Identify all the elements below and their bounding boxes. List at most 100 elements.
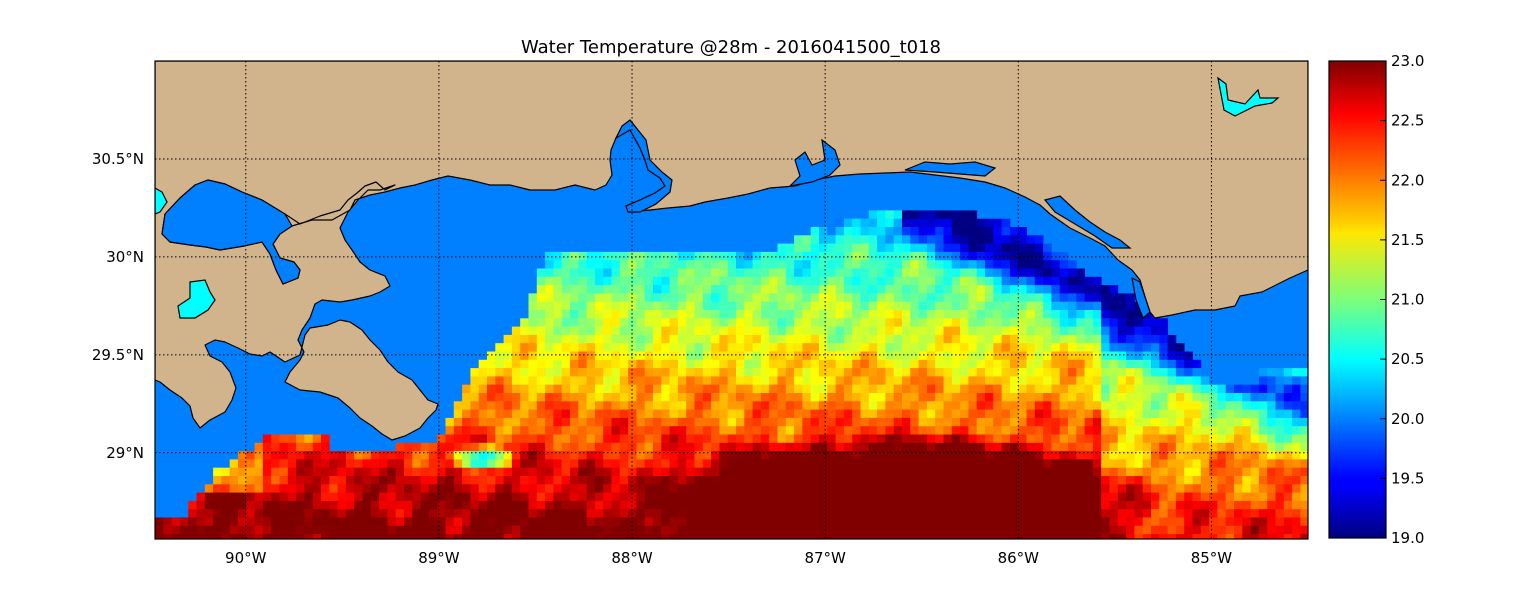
temperature-cell [470, 534, 480, 539]
temperature-cell [794, 509, 803, 518]
temperature-cell [1009, 343, 1019, 352]
temperature-cell [412, 525, 421, 535]
temperature-cell [603, 484, 612, 493]
temperature-cell [711, 393, 720, 402]
temperature-cell [902, 326, 911, 336]
temperature-cell [511, 401, 521, 410]
temperature-cell [910, 351, 919, 361]
temperature-cell [993, 401, 1002, 410]
temperature-cell [736, 459, 745, 469]
temperature-cell [852, 401, 861, 410]
temperature-cell [578, 368, 587, 377]
temperature-cell [545, 293, 554, 303]
temperature-cell [1200, 368, 1210, 377]
temperature-cell [1043, 243, 1052, 253]
temperature-cell [819, 276, 828, 286]
temperature-cell [536, 393, 546, 402]
temperature-cell [910, 393, 919, 402]
temperature-cell [843, 467, 853, 477]
temperature-cell [893, 343, 903, 352]
temperature-cell [943, 268, 953, 278]
temperature-cell [487, 434, 496, 444]
temperature-cell [586, 260, 596, 269]
temperature-cell [1092, 310, 1102, 319]
temperature-cell [686, 310, 695, 319]
temperature-cell [1225, 442, 1235, 452]
temperature-cell [744, 310, 753, 319]
temperature-cell [960, 310, 969, 319]
temperature-cell [993, 426, 1002, 435]
temperature-cell [777, 359, 787, 369]
temperature-cell [594, 251, 604, 261]
temperature-cell [345, 525, 355, 535]
temperature-cell [1059, 310, 1069, 319]
temperature-cell [769, 310, 778, 319]
temperature-cell [968, 517, 978, 527]
temperature-cell [702, 310, 712, 319]
temperature-cell [736, 376, 745, 386]
temperature-cell [669, 276, 679, 286]
temperature-cell [935, 476, 944, 485]
temperature-cell [918, 467, 928, 477]
temperature-cell [644, 500, 654, 510]
temperature-cell [918, 268, 928, 278]
temperature-cell [462, 417, 471, 427]
temperature-cell [1109, 509, 1119, 518]
temperature-cell [578, 426, 587, 435]
temperature-cell [677, 459, 687, 469]
temperature-cell [951, 210, 961, 220]
temperature-cell [1126, 517, 1135, 527]
temperature-cell [661, 343, 670, 352]
temperature-cell [1026, 434, 1036, 444]
temperature-cell [1134, 334, 1144, 344]
temperature-cell [877, 293, 886, 303]
temperature-cell [271, 500, 280, 510]
temperature-cell [860, 334, 870, 344]
temperature-cell [1134, 459, 1144, 469]
temperature-cell [893, 326, 903, 336]
temperature-cell [985, 393, 994, 402]
temperature-cell [478, 451, 488, 460]
temperature-cell [1109, 467, 1119, 477]
temperature-cell [1076, 384, 1085, 394]
temperature-cell [619, 351, 629, 361]
temperature-cell [1034, 426, 1044, 435]
temperature-cell [827, 509, 836, 518]
temperature-cell [736, 409, 745, 419]
temperature-cell [777, 285, 787, 294]
temperature-cell [503, 484, 513, 493]
temperature-cell [943, 376, 953, 386]
temperature-cell [1225, 484, 1235, 493]
temperature-cell [1300, 393, 1308, 402]
temperature-cell [1018, 343, 1027, 352]
temperature-cell [528, 476, 538, 485]
temperature-cell [1009, 260, 1019, 269]
temperature-cell [910, 376, 919, 386]
temperature-cell [653, 476, 662, 485]
temperature-cell [711, 334, 720, 344]
temperature-cell [918, 210, 928, 220]
temperature-cell [802, 343, 812, 352]
temperature-cell [868, 509, 878, 518]
temperature-cell [287, 509, 297, 518]
temperature-cell [1250, 434, 1260, 444]
temperature-cell [985, 334, 994, 344]
temperature-cell [1018, 285, 1027, 294]
temperature-cell [744, 293, 753, 303]
temperature-cell [1109, 334, 1119, 344]
temperature-cell [520, 509, 529, 518]
temperature-cell [304, 500, 314, 510]
temperature-cell [1092, 301, 1102, 311]
temperature-cell [943, 235, 953, 244]
temperature-cell [702, 451, 712, 460]
temperature-cell [877, 368, 886, 377]
temperature-cell [852, 492, 861, 502]
temperature-cell [653, 384, 662, 394]
temperature-cell [287, 476, 297, 485]
temperature-cell [603, 500, 612, 510]
temperature-cell [1159, 401, 1168, 410]
temperature-cell [653, 293, 662, 303]
temperature-cell [1159, 359, 1168, 369]
temperature-cell [910, 467, 919, 477]
temperature-cell [545, 393, 554, 402]
